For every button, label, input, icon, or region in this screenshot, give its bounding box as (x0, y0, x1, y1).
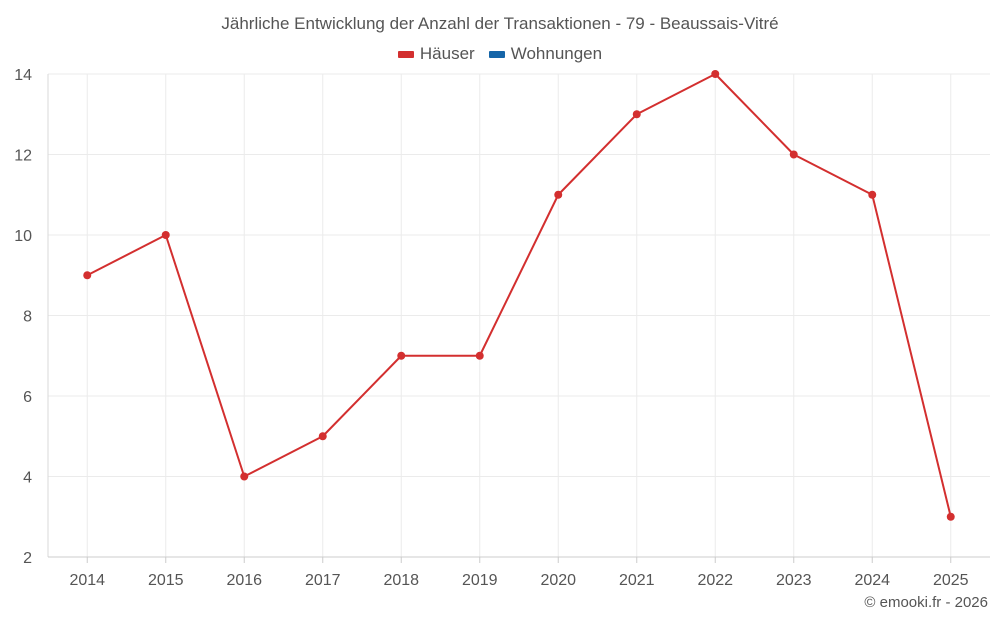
data-point (947, 513, 955, 521)
x-tick-label: 2017 (305, 572, 341, 589)
data-point (162, 231, 170, 239)
data-point (554, 191, 562, 199)
x-tick-label: 2021 (619, 572, 655, 589)
x-tick-label: 2020 (540, 572, 576, 589)
data-point (633, 110, 641, 118)
y-tick-label: 6 (23, 389, 32, 406)
y-tick-label: 10 (14, 228, 32, 245)
x-tick-label: 2023 (776, 572, 812, 589)
x-tick-label: 2019 (462, 572, 498, 589)
data-point (240, 473, 248, 481)
series-line-haeuser (87, 74, 951, 517)
x-tick-label: 2025 (933, 572, 969, 589)
x-tick-label: 2024 (854, 572, 890, 589)
y-tick-label: 12 (14, 148, 32, 165)
data-point (476, 352, 484, 360)
data-point (868, 191, 876, 199)
data-point (397, 352, 405, 360)
credit-text: © emooki.fr - 2026 (864, 594, 988, 611)
y-tick-label: 8 (23, 309, 32, 326)
data-point (790, 151, 798, 159)
data-point (319, 432, 327, 440)
x-tick-label: 2018 (383, 572, 419, 589)
y-tick-label: 14 (14, 67, 32, 84)
y-tick-label: 2 (23, 550, 32, 567)
x-tick-label: 2014 (69, 572, 105, 589)
data-point (83, 271, 91, 279)
data-point (711, 70, 719, 78)
x-tick-label: 2022 (697, 572, 733, 589)
x-tick-label: 2015 (148, 572, 184, 589)
y-tick-label: 4 (23, 470, 32, 487)
x-tick-label: 2016 (226, 572, 262, 589)
